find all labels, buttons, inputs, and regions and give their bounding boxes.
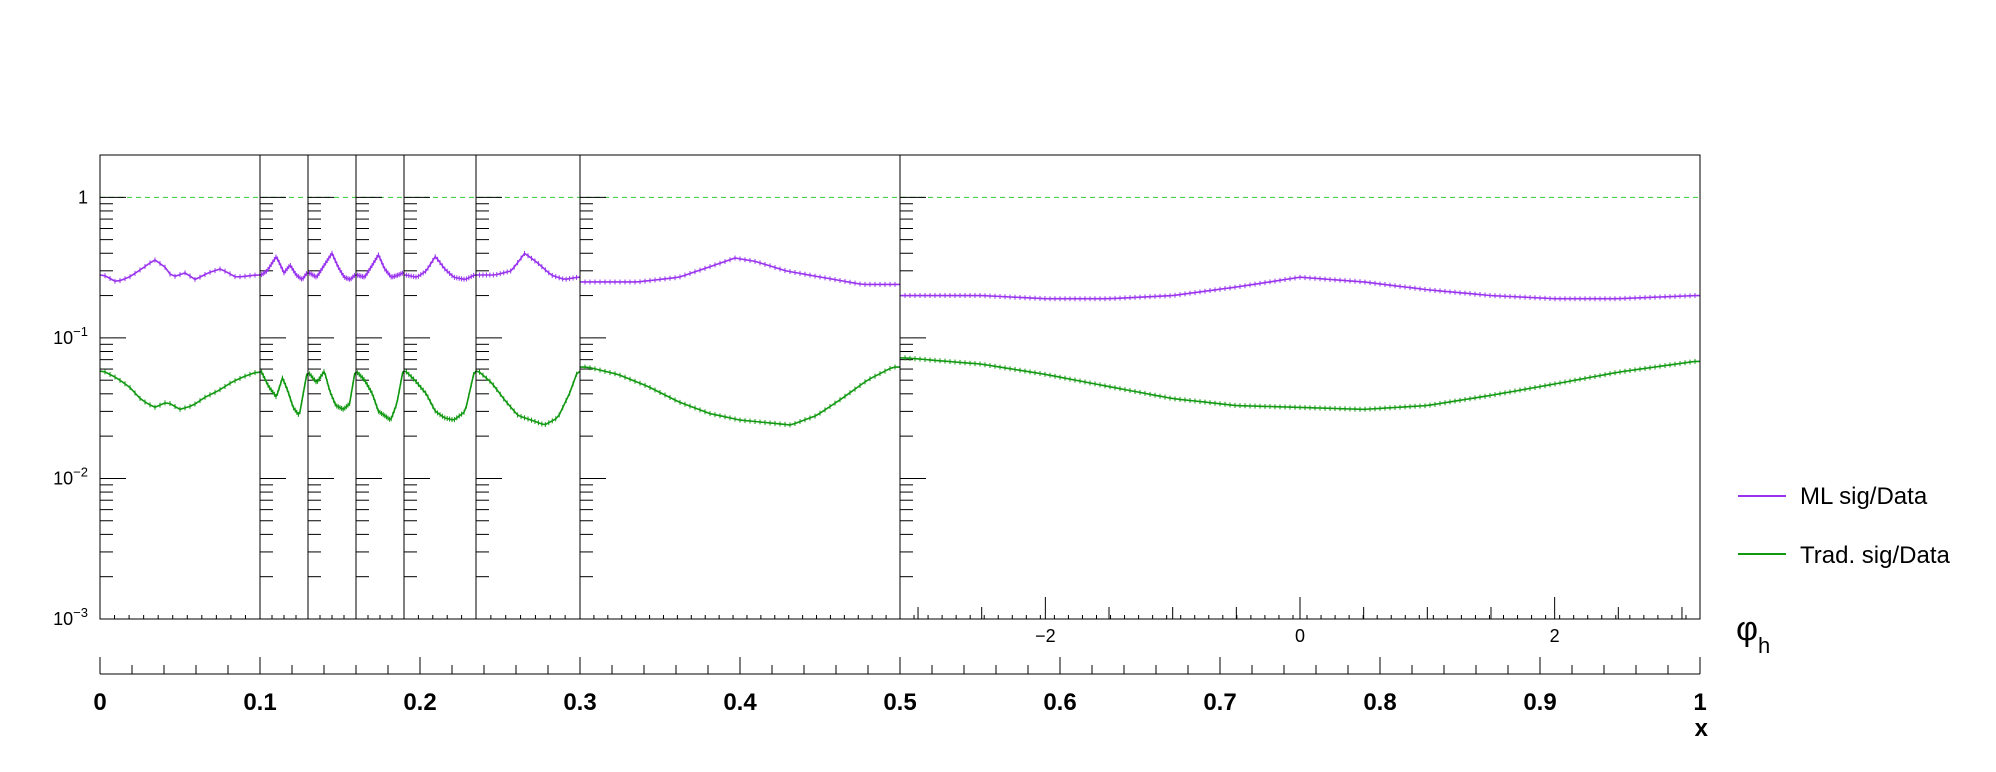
x-tick-label: 0.4 <box>723 689 757 716</box>
phi-axis-title: φ <box>1736 610 1758 648</box>
plot-frame <box>99 154 1701 620</box>
x-tick-label: 0 <box>93 689 106 716</box>
x-tick-label: 0.6 <box>1043 689 1076 716</box>
x-tick-label: 1 <box>1693 689 1706 716</box>
phi-tick-label: −2 <box>1035 626 1056 646</box>
x-axis-title: x <box>1695 715 1709 742</box>
phi-tick-label: 2 <box>1550 626 1560 646</box>
legend: ML sig/Data Trad. sig/Data <box>1738 483 1950 569</box>
plot-area: 1 10−1 10−2 10−3 −2 0 2 0 0.1 0.2 0.3 0.4 0.5 0.6 0.7 0… <box>53 154 1707 716</box>
x-tick-label: 0.7 <box>1203 689 1236 716</box>
x-tick-label: 0.9 <box>1523 689 1556 716</box>
legend-label-trad: Trad. sig/Data <box>1800 542 1950 569</box>
x-tick-label: 0.5 <box>883 689 916 716</box>
x-tick-label: 0.8 <box>1363 689 1396 716</box>
y-tick-label: 10−1 <box>53 324 88 348</box>
x-tick-label: 0.1 <box>243 689 276 716</box>
phi-axis-title-subscript: h <box>1758 633 1770 658</box>
y-tick-label: 1 <box>78 187 88 207</box>
legend-label-ml: ML sig/Data <box>1800 483 1928 510</box>
x-tick-label: 0.3 <box>563 689 596 716</box>
x-tick-label: 0.2 <box>403 689 436 716</box>
y-tick-label: 10−3 <box>53 605 88 629</box>
phi-tick-label: 0 <box>1295 626 1305 646</box>
y-tick-label: 10−2 <box>53 464 88 488</box>
